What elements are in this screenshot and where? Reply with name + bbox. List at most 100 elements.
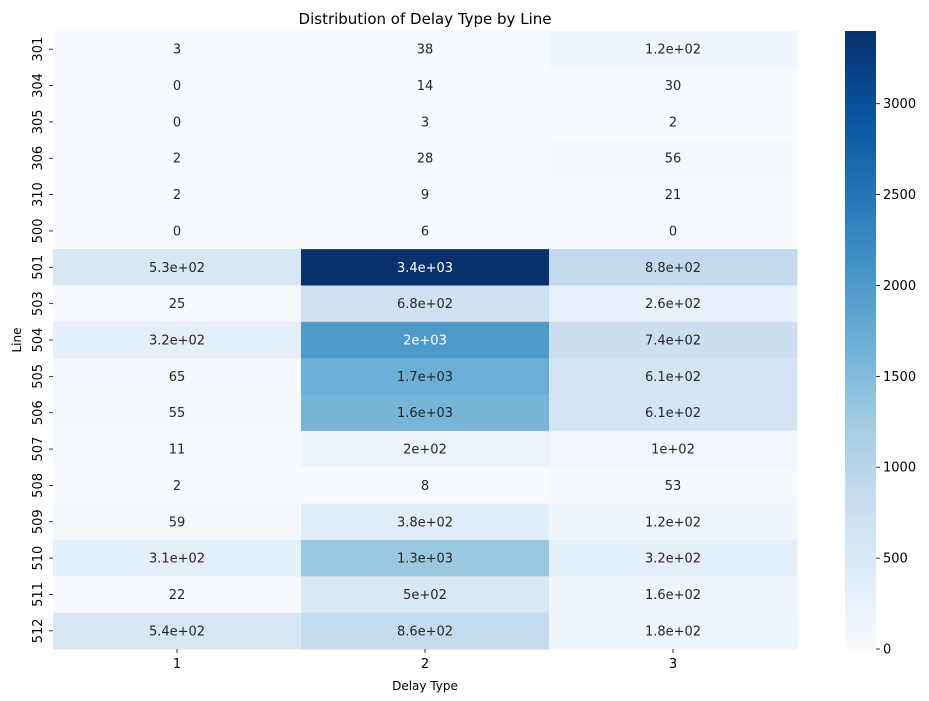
heatmap-cell <box>53 467 302 505</box>
colorbar-gradient <box>845 31 876 649</box>
cell-annotation: 0 <box>173 224 181 239</box>
colorbar-tick-label: 1000 <box>883 461 916 476</box>
heatmap-cell <box>301 358 550 396</box>
y-tick-label: 508 <box>31 473 46 498</box>
heatmap-cell <box>301 576 550 614</box>
cell-annotation: 3 <box>173 43 181 58</box>
colorbar-tick-label: 0 <box>883 643 891 658</box>
heatmap-cell <box>53 321 302 359</box>
cell-annotation: 6.1e+02 <box>645 370 701 385</box>
heatmap-cell <box>53 503 302 541</box>
y-tick-label: 506 <box>31 400 46 425</box>
cell-annotation: 0 <box>173 115 181 130</box>
cell-annotation: 1.2e+02 <box>645 43 701 58</box>
cell-annotation: 6 <box>421 224 429 239</box>
cell-annotation: 2 <box>173 479 181 494</box>
heatmap-cell <box>301 176 550 214</box>
cell-annotation: 3.2e+02 <box>645 552 701 567</box>
x-tick-label: 2 <box>421 657 429 672</box>
heatmap-cell <box>549 321 798 359</box>
heatmap-cell <box>53 430 302 468</box>
cell-annotation: 5e+02 <box>403 588 447 603</box>
heatmap-cell <box>53 140 302 177</box>
cell-annotation: 28 <box>417 152 434 167</box>
cell-annotation: 2 <box>669 115 677 130</box>
cell-annotation: 1.7e+03 <box>397 370 453 385</box>
cell-annotation: 65 <box>169 370 186 385</box>
cell-annotation: 1e+02 <box>651 443 695 458</box>
cell-annotation: 1.2e+02 <box>645 515 701 530</box>
y-axis: 301 304 305 306 310 500 501 503 504 505 506 507 508 5… <box>31 37 53 643</box>
heatmap-cells: 3 38 1.2e+020 14 300 3 22 28 562 9 210 6 05.3e+02 3.4… <box>53 31 798 650</box>
cell-annotation: 1.3e+03 <box>397 552 453 567</box>
cell-annotation: 53 <box>665 479 682 494</box>
cell-annotation: 8.8e+02 <box>645 261 701 276</box>
cell-annotation: 2e+02 <box>403 443 447 458</box>
cell-annotation: 6.1e+02 <box>645 406 701 421</box>
cell-annotation: 3.8e+02 <box>397 515 453 530</box>
colorbar-tick-label: 1500 <box>883 370 916 385</box>
heatmap-cell <box>53 612 302 650</box>
heatmap-cell <box>549 103 798 141</box>
cell-annotation: 30 <box>665 79 682 94</box>
heatmap-cell <box>301 103 550 141</box>
heatmap-cell <box>53 285 302 323</box>
heatmap-cell <box>301 467 550 505</box>
heatmap-cell <box>549 612 798 650</box>
heatmap-cell <box>53 31 302 68</box>
heatmap-cell <box>301 539 550 577</box>
heatmap-cell <box>53 67 302 105</box>
cell-annotation: 5.4e+02 <box>149 624 205 639</box>
y-tick-label: 509 <box>31 509 46 534</box>
y-tick-label: 310 <box>31 182 46 207</box>
y-tick-label: 304 <box>31 73 46 98</box>
colorbar-tick-label: 500 <box>883 552 908 567</box>
heatmap-cell <box>301 612 550 650</box>
cell-annotation: 9 <box>421 188 429 203</box>
cell-annotation: 11 <box>169 443 186 458</box>
cell-annotation: 14 <box>417 79 434 94</box>
colorbar-tick-label: 2000 <box>883 279 916 294</box>
y-tick-label: 507 <box>31 437 46 462</box>
heatmap-cell <box>549 285 798 323</box>
y-tick-label: 305 <box>31 109 46 134</box>
y-tick-label: 512 <box>31 618 46 643</box>
cell-annotation: 2e+03 <box>403 334 447 349</box>
cell-annotation: 38 <box>417 43 434 58</box>
heatmap-cell <box>301 394 550 432</box>
heatmap-cell <box>301 140 550 177</box>
heatmap-cell <box>549 539 798 577</box>
x-axis: 1 2 3 <box>173 649 677 672</box>
colorbar: 0 500 1000 1500 2000 2500 3000 <box>845 31 916 658</box>
y-tick-label: 505 <box>31 364 46 389</box>
heatmap-cell <box>53 212 302 250</box>
colorbar-tick-label: 3000 <box>883 97 916 112</box>
cell-annotation: 2 <box>173 188 181 203</box>
cell-annotation: 25 <box>169 297 186 312</box>
heatmap-cell <box>549 503 798 541</box>
cell-annotation: 1.6e+02 <box>645 588 701 603</box>
cell-annotation: 3.1e+02 <box>149 552 205 567</box>
heatmap-cell <box>301 31 550 68</box>
cell-annotation: 3.2e+02 <box>149 334 205 349</box>
heatmap-cell <box>53 394 302 432</box>
heatmap-cell <box>549 212 798 250</box>
cell-annotation: 7.4e+02 <box>645 334 701 349</box>
heatmap-cell <box>53 358 302 396</box>
heatmap-cell <box>301 249 550 286</box>
x-tick-label: 1 <box>173 657 181 672</box>
heatmap-cell <box>549 249 798 286</box>
chart-title: Distribution of Delay Type by Line <box>299 10 552 28</box>
cell-annotation: 3.4e+03 <box>397 261 453 276</box>
y-tick-label: 500 <box>31 219 46 244</box>
x-axis-label: Delay Type <box>392 679 458 693</box>
y-tick-label: 503 <box>31 291 46 316</box>
heatmap-cell <box>301 212 550 250</box>
cell-annotation: 21 <box>665 188 682 203</box>
y-tick-label: 504 <box>31 328 46 353</box>
heatmap-cell <box>549 176 798 214</box>
cell-annotation: 5.3e+02 <box>149 261 205 276</box>
colorbar-tick-label: 2500 <box>883 188 916 203</box>
cell-annotation: 3 <box>421 115 429 130</box>
